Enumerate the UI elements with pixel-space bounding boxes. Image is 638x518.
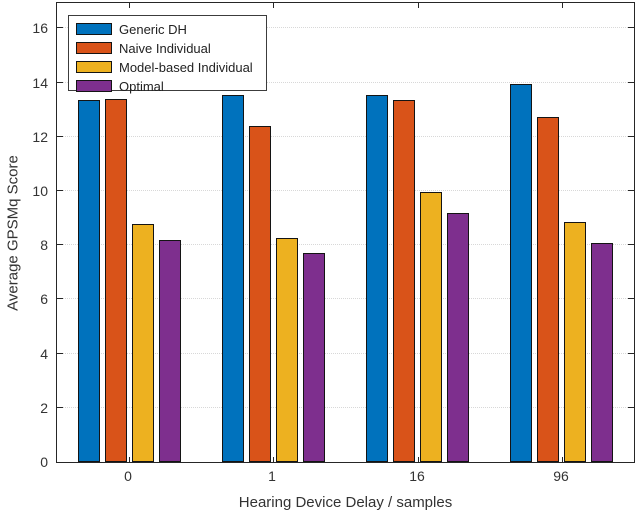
legend-swatch-generic-dh [76, 23, 112, 35]
x-tick-label-16: 16 [409, 468, 425, 484]
y-tick-label-8: 8 [40, 237, 48, 254]
y-tick-right-8 [628, 244, 634, 245]
y-tick-left-14 [57, 82, 63, 83]
y-tick-left-8 [57, 244, 63, 245]
legend-entry-naive-individual: Naive Individual [76, 40, 266, 56]
y-tick-right-4 [628, 353, 634, 354]
bar-naive-individual-96 [537, 117, 559, 462]
x-tick-bottom-1 [273, 457, 274, 462]
legend-swatch-naive-individual [76, 42, 112, 54]
y-tick-left-10 [57, 190, 63, 191]
y-tick-label-16: 16 [32, 20, 48, 37]
x-tick-label-0: 0 [124, 468, 132, 484]
bar-naive-individual-1 [249, 126, 271, 462]
legend-label-naive-individual: Naive Individual [119, 40, 211, 56]
y-tick-right-14 [628, 82, 634, 83]
bar-optimal-0 [159, 240, 181, 462]
legend-label-optimal: Optimal [119, 78, 164, 94]
x-tick-top-16 [418, 3, 419, 8]
legend-label-generic-dh: Generic DH [119, 21, 187, 37]
x-tick-label-1: 1 [268, 468, 276, 484]
y-tick-right-6 [628, 298, 634, 299]
y-tick-left-6 [57, 298, 63, 299]
legend-entry-model-based-individual: Model-based Individual [76, 59, 266, 75]
legend-swatch-model-based-individual [76, 61, 112, 73]
x-tick-bottom-96 [562, 457, 563, 462]
x-tick-label-96: 96 [553, 468, 569, 484]
x-tick-bottom-0 [129, 457, 130, 462]
y-tick-label-4: 4 [40, 345, 48, 362]
x-tick-top-1 [273, 3, 274, 8]
y-tick-label-6: 6 [40, 291, 48, 308]
y-tick-right-2 [628, 407, 634, 408]
bar-model-based-individual-16 [420, 192, 442, 462]
bar-model-based-individual-96 [564, 222, 586, 462]
y-tick-left-12 [57, 136, 63, 137]
legend-entry-generic-dh: Generic DH [76, 21, 266, 37]
legend-label-model-based-individual: Model-based Individual [119, 59, 253, 75]
bar-generic-dh-96 [510, 84, 532, 462]
y-tick-right-16 [628, 27, 634, 28]
grid-line-y-10 [57, 190, 634, 191]
grid-line-y-12 [57, 136, 634, 137]
y-tick-label-10: 10 [32, 183, 48, 200]
grid-line-y-8 [57, 244, 634, 245]
bar-naive-individual-16 [393, 100, 415, 462]
y-tick-left-16 [57, 27, 63, 28]
y-tick-left-4 [57, 353, 63, 354]
x-tick-top-96 [562, 3, 563, 8]
grid-line-y-16 [57, 27, 634, 28]
y-tick-right-10 [628, 190, 634, 191]
y-tick-label-0: 0 [40, 454, 48, 470]
legend-swatch-optimal [76, 80, 112, 92]
legend-entry-optimal: Optimal [76, 78, 266, 94]
bar-model-based-individual-1 [276, 238, 298, 462]
y-tick-label-14: 14 [32, 74, 48, 91]
y-tick-right-12 [628, 136, 634, 137]
grid-line-y-4 [57, 353, 634, 354]
bar-model-based-individual-0 [132, 224, 154, 462]
bar-optimal-96 [591, 243, 613, 462]
bar-naive-individual-0 [105, 99, 127, 462]
bar-generic-dh-0 [78, 100, 100, 462]
legend: Generic DH Naive Individual Model-based In… [68, 15, 267, 94]
grid-line-y-2 [57, 407, 634, 408]
y-axis-label: Average GPSMq Score [4, 155, 22, 311]
x-tick-top-0 [129, 3, 130, 8]
grid-line-y-14 [57, 82, 634, 83]
bar-generic-dh-1 [222, 95, 244, 462]
bar-optimal-1 [303, 253, 325, 462]
y-tick-left-2 [57, 407, 63, 408]
plot-area [56, 2, 635, 463]
bar-generic-dh-16 [366, 95, 388, 462]
y-tick-label-2: 2 [40, 399, 48, 416]
grid-line-y-6 [57, 298, 634, 299]
x-axis-label: Hearing Device Delay / samples [238, 494, 453, 511]
y-tick-label-12: 12 [32, 128, 48, 145]
x-tick-bottom-16 [418, 457, 419, 462]
bar-optimal-16 [447, 213, 469, 462]
